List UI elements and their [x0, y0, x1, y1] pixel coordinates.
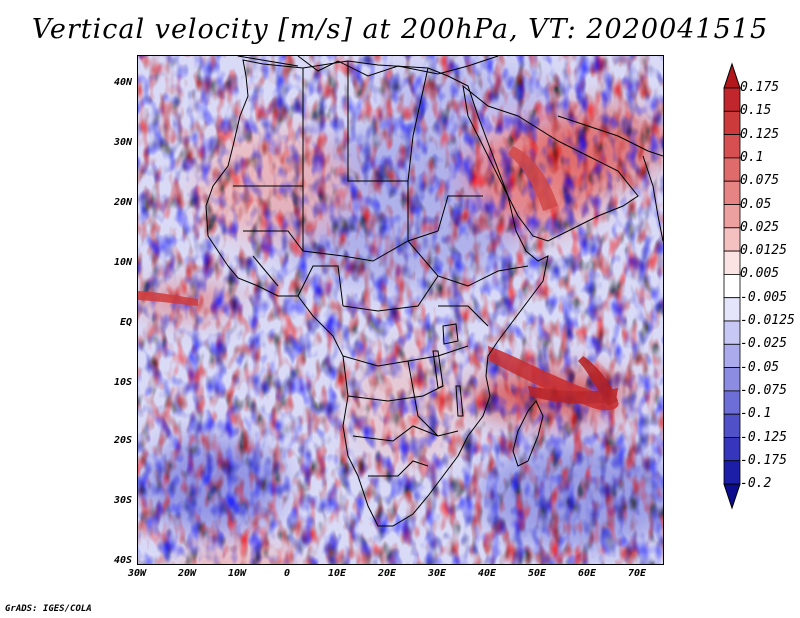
lon-label-0: 0 [283, 568, 291, 579]
colorbar-segment [723, 250, 741, 275]
border-line [438, 305, 489, 327]
vertical-velocity-field [138, 56, 663, 564]
colorbar-segment [723, 204, 741, 229]
lat-label-eq: EQ [119, 317, 132, 328]
border-line [342, 275, 439, 312]
lat-label-40s: 40S [113, 555, 132, 566]
colorbar-tick-label: -0.2 [740, 476, 772, 492]
border-line [347, 385, 444, 402]
lat-label-20s: 20S [113, 435, 132, 446]
lake-malawi [455, 385, 464, 417]
lake-tanganyika [432, 350, 444, 389]
lon-label-40e: 40E [477, 568, 497, 579]
border-line [347, 61, 414, 182]
texture-blue [138, 56, 663, 564]
colorbar-tick-label: 0.175 [740, 80, 780, 95]
colorbar-tick-label: -0.175 [740, 452, 787, 468]
colorbar-tick-label: -0.05 [740, 359, 780, 375]
border-line [243, 230, 304, 252]
lat-label-30s: 30S [113, 495, 132, 506]
colorbar-segment [723, 273, 741, 299]
colorbar-segment [723, 297, 741, 322]
colorbar-tick-label: -0.0125 [740, 313, 795, 328]
mediterranean-coastline [237, 56, 299, 67]
europe-coastline [297, 56, 499, 77]
colorbar-segment [723, 437, 741, 462]
colorbar-tick-label: -0.1 [740, 406, 772, 422]
colorbar-segment [723, 320, 741, 345]
colorbar-tick-label: 0.1 [740, 149, 764, 165]
border-line [297, 265, 344, 307]
lat-label-10s: 10S [113, 377, 132, 388]
border-line [407, 360, 439, 437]
colorbar-segment [723, 390, 741, 415]
colorbar-tick-label: -0.025 [740, 336, 787, 352]
map-title: Vertical velocity [m/s] at 200hPa, VT: 2… [31, 14, 769, 45]
border-line [412, 67, 429, 137]
lon-label-10e: 10E [327, 568, 347, 579]
lon-label-70e: 70E [627, 568, 647, 579]
credit-text: GrADS: IGES/COLA [5, 604, 92, 614]
colorbar-tick-label: -0.005 [740, 289, 787, 305]
colorbar-tick-label: 0.15 [740, 103, 772, 119]
colorbar-tick-label: 0.0125 [740, 243, 787, 259]
arabia-coastline [462, 84, 639, 242]
lon-label-30w: 30W [127, 568, 147, 579]
border-line [368, 460, 429, 477]
colorbar [723, 62, 741, 510]
colorbar-segment [723, 134, 741, 159]
lat-label-10n: 10N [113, 257, 132, 268]
border-line [437, 195, 483, 232]
lon-label-20e: 20E [377, 568, 397, 579]
india-coastline [642, 155, 663, 242]
coastlines-and-borders [205, 56, 663, 527]
colorbar-segment [723, 413, 741, 438]
iran-coastline [557, 115, 663, 157]
colorbar-tick-label: -0.075 [740, 382, 787, 398]
africa-coastline [205, 59, 549, 527]
colorbar-tick-label: -0.125 [740, 429, 787, 445]
colorbar-segment [723, 367, 741, 392]
colorbar-segment [723, 87, 741, 112]
colorbar-tick-label: 0.125 [740, 126, 780, 142]
colorbar-segment [723, 227, 741, 252]
madagascar-coastline [512, 400, 544, 467]
lon-label-20w: 20W [177, 568, 197, 579]
colorbar-tick-label: 0.05 [740, 196, 772, 212]
colorbar-tick-label: 0.005 [740, 266, 780, 282]
colorbar-arrow-bottom [723, 483, 741, 510]
border-line [352, 425, 459, 442]
border-line [467, 265, 529, 287]
lon-label-30e: 30E [427, 568, 447, 579]
colorbar-segment [723, 343, 741, 368]
lake-victoria [442, 323, 459, 345]
colorbar-tick-label: 0.025 [740, 219, 780, 235]
colorbar-arrow-top [723, 62, 741, 89]
colorbar-segment [723, 157, 741, 182]
lon-label-10w: 10W [227, 568, 247, 579]
map-plot-area [137, 55, 664, 565]
strong-ascent-bands [138, 146, 619, 411]
colorbar-segment [723, 180, 741, 205]
lon-label-50e: 50E [527, 568, 547, 579]
lat-label-30n: 30N [113, 137, 132, 148]
lat-label-20n: 20N [113, 197, 132, 208]
colorbar-tick-label: 0.075 [740, 173, 780, 189]
border-line [252, 255, 279, 287]
colorbar-segment [723, 110, 741, 135]
lat-label-40n: 40N [113, 77, 132, 88]
colorbar-segment [723, 460, 741, 485]
lon-label-60e: 60E [577, 568, 597, 579]
border-line [407, 181, 469, 287]
